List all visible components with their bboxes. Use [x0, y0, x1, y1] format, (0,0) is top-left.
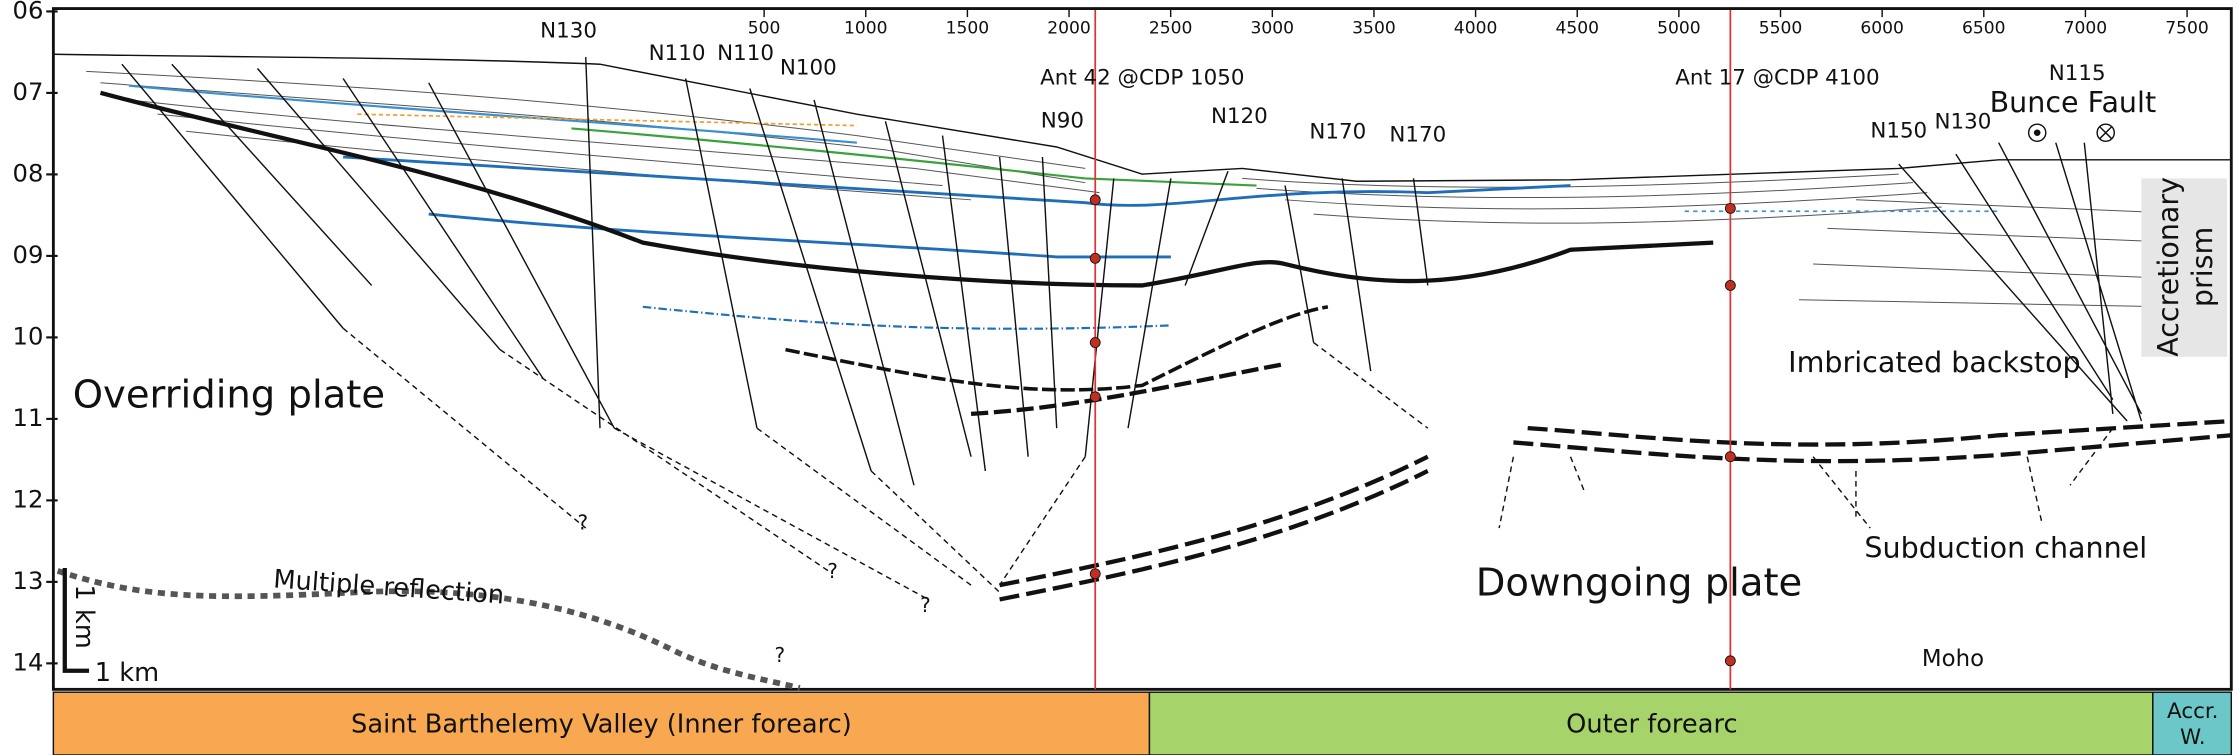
x-tick-label: 7000 [2064, 19, 2108, 39]
annotation: ? [578, 510, 589, 534]
annotation: Moho [1922, 646, 1984, 672]
annotation: N150 [1870, 118, 1927, 143]
prism-label: prism [2186, 227, 2219, 307]
annotation: Imbricated backstop [1788, 346, 2080, 379]
annotation: Overriding plate [73, 372, 385, 417]
annotation: ? [827, 559, 838, 583]
x-tick-label: 6500 [1962, 19, 2006, 39]
y-tick-label: 07 [13, 77, 44, 106]
x-tick-label: 1000 [844, 19, 888, 39]
annotation: Ant 42 @CDP 1050 [1040, 65, 1244, 90]
x-tick-label: 2000 [1047, 19, 1091, 39]
region-label: W. [2180, 725, 2206, 750]
annotation: N120 [1211, 104, 1268, 129]
annotation: N90 [1041, 108, 1084, 133]
x-tick-label: 5000 [1657, 19, 1701, 39]
x-tick-label: 4500 [1555, 19, 1599, 39]
annotation: N110 [717, 41, 774, 66]
annotation: ? [920, 593, 931, 617]
annotation: N100 [780, 56, 837, 81]
annotation: N115 [2049, 61, 2106, 86]
y-tick-label: 08 [13, 158, 44, 187]
y-tick-label: 14 [13, 647, 44, 676]
annotation: N170 [1309, 120, 1366, 145]
annotation: Bunce Fault [1990, 86, 2157, 119]
region [52, 691, 1151, 755]
prism-box [2141, 178, 2228, 357]
annotation: ? [775, 643, 786, 667]
geology [53, 53, 2232, 691]
region [1148, 691, 2154, 755]
annotation: N110 [649, 41, 706, 66]
well-ties [1089, 194, 1736, 667]
region-label: Saint Barthelemy Valley (Inner forearc) [351, 710, 852, 740]
annotation: Ant 17 @CDP 4100 [1675, 65, 1879, 90]
scale-label: 1 km [95, 658, 159, 688]
y-tick-label: 12 [13, 484, 44, 513]
x-tick-label: 6000 [1860, 19, 1904, 39]
region-label: Accr. [2167, 699, 2218, 724]
scale-bar [62, 568, 90, 673]
fault-symbols [2027, 123, 2115, 143]
x-tick-label: 1500 [946, 19, 990, 39]
y-tick-label: 09 [13, 240, 44, 269]
x-tick-label: 5500 [1759, 19, 1803, 39]
scale-label: 1 km [69, 584, 99, 648]
y-tick-label: 13 [13, 566, 44, 595]
x-tick-label: 3500 [1352, 19, 1396, 39]
region [2152, 691, 2233, 755]
prism-label: Accretionary [2152, 177, 2185, 357]
annotation: N170 [1389, 123, 1446, 148]
region-label: Outer forearc [1566, 710, 1737, 740]
y-tick-label: 11 [13, 403, 44, 432]
annotation: Subduction channel [1864, 531, 2147, 564]
y-tick-label: 10 [13, 321, 44, 350]
x-tick-label: 3000 [1251, 19, 1295, 39]
x-tick-label: 500 [748, 19, 781, 39]
x-tick-label: 7500 [2165, 19, 2209, 39]
annotation: Downgoing plate [1476, 561, 1803, 606]
x-tick-label: 4000 [1454, 19, 1498, 39]
y-tick-label: 06 [13, 0, 44, 24]
region-bar [52, 691, 2233, 755]
x-tick-label: 2500 [1149, 19, 1193, 39]
annotation: N130 [540, 18, 597, 43]
annotation: N130 [1935, 110, 1992, 135]
